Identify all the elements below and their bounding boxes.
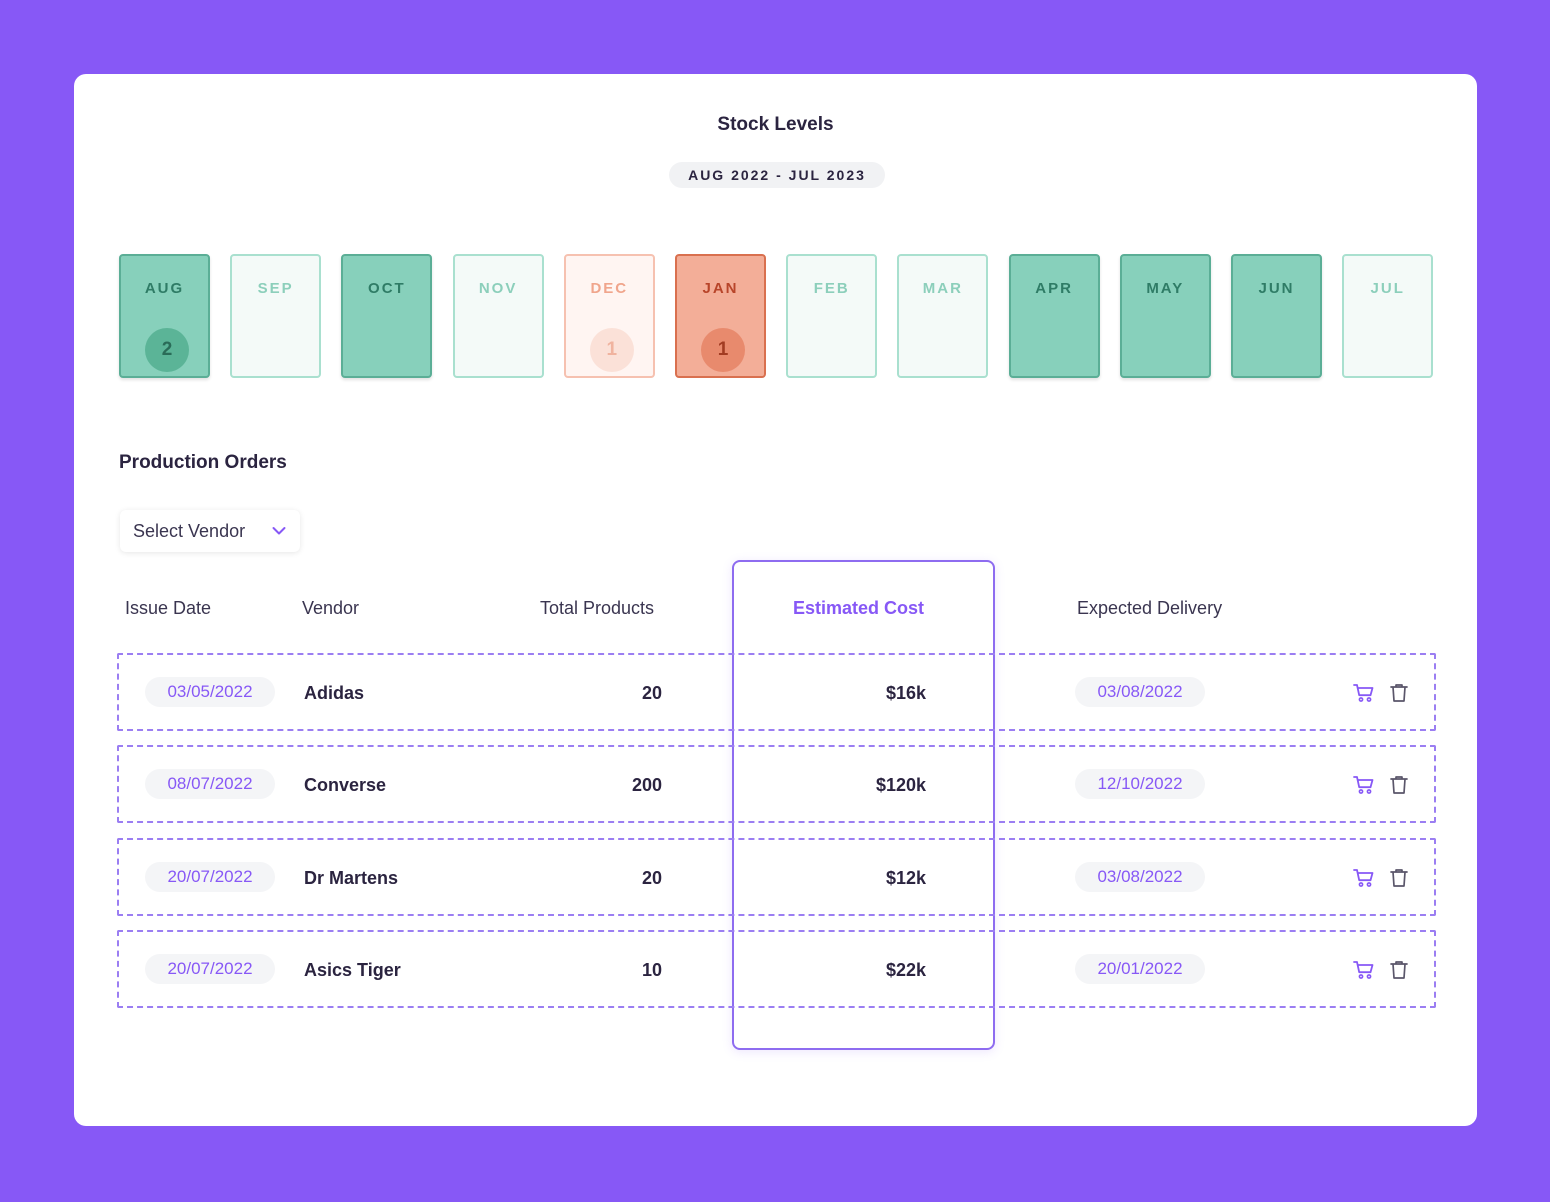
stock-card: Stock Levels AUG 2022 - JUL 2023 AUG 2 SEP… [74,74,1477,1126]
cart-icon[interactable] [1352,866,1376,890]
month-label: FEB [813,280,850,297]
trash-icon[interactable] [1387,681,1411,705]
issue-date-badge: 03/05/2022 [145,677,275,707]
month-tile-dec[interactable]: DEC 1 [563,254,655,378]
month-tile-jun[interactable]: JUN [1231,254,1322,378]
month-label: JAN [702,280,739,297]
month-count-badge: 1 [701,328,745,372]
trash-icon[interactable] [1387,958,1411,982]
month-tile-oct[interactable]: OCT [341,254,433,378]
estimated-cost-value: $120k [875,775,926,795]
month-tile-aug[interactable]: AUG 2 [119,254,210,378]
issue-date-badge: 08/07/2022 [145,769,275,799]
estimated-cost-value: $12k [885,868,926,888]
column-header-expected-delivery[interactable]: Expected Delivery [1077,598,1223,618]
estimated-cost-value: $22k [885,960,926,980]
vendor-name: Dr Martens [304,868,399,888]
vendor-name: Converse [304,775,387,795]
month-label: APR [1035,280,1073,297]
date-range-badge[interactable]: AUG 2022 - JUL 2023 [669,162,885,188]
issue-date-badge: 20/07/2022 [145,862,275,892]
total-products-value: 20 [641,868,662,888]
month-label: MAR [922,280,963,297]
cart-icon[interactable] [1352,958,1376,982]
column-header-issue-date[interactable]: Issue Date [125,598,212,618]
month-tile-nov[interactable]: NOV [452,254,544,378]
expected-delivery-badge: 03/08/2022 [1075,677,1205,707]
month-tile-mar[interactable]: MAR [897,254,989,378]
month-count-badge: 1 [589,328,634,372]
month-strip: AUG 2 SEP OCT NOV DEC 1 JAN 1 FEB MAR APR MAY JUN JUL [119,254,1439,382]
month-label: JUN [1258,280,1295,297]
month-label: JUL [1370,280,1405,297]
month-label: OCT [368,280,406,297]
total-products-value: 200 [631,775,662,795]
estimated-cost-highlight [732,560,995,1050]
month-label: SEP [257,280,294,297]
month-tile-sep[interactable]: SEP [230,254,322,378]
total-products-value: 20 [641,683,662,703]
cart-icon[interactable] [1352,681,1376,705]
table-row[interactable]: 20/07/2022 Dr Martens 20 $12k 03/08/2022 [117,838,1436,916]
vendor-name: Asics Tiger [304,960,401,980]
month-tile-jan[interactable]: JAN 1 [675,254,766,378]
month-label: DEC [590,280,629,297]
issue-date-badge: 20/07/2022 [145,954,275,984]
expected-delivery-badge: 12/10/2022 [1075,769,1205,799]
estimated-cost-value: $16k [885,683,926,703]
cart-icon[interactable] [1352,773,1376,797]
table-row[interactable]: 20/07/2022 Asics Tiger 10 $22k 20/01/2022 [117,930,1436,1008]
month-tile-may[interactable]: MAY [1119,254,1211,378]
month-count-badge: 2 [145,328,189,372]
page-title: Stock Levels [717,114,834,135]
month-label: MAY [1146,280,1185,297]
month-label: NOV [478,280,518,297]
month-label: AUG [144,280,185,297]
table-row[interactable]: 08/07/2022 Converse 200 $120k 12/10/2022 [117,745,1436,823]
column-header-vendor[interactable]: Vendor [302,598,360,618]
expected-delivery-badge: 03/08/2022 [1075,862,1205,892]
expected-delivery-badge: 20/01/2022 [1075,954,1205,984]
vendor-select-label: Select Vendor [133,521,246,541]
section-title: Production Orders [119,452,287,473]
trash-icon[interactable] [1387,773,1411,797]
month-tile-jul[interactable]: JUL [1342,254,1434,378]
month-tile-feb[interactable]: FEB [786,254,878,378]
vendor-select[interactable]: Select Vendor [120,510,300,552]
column-header-total-products[interactable]: Total Products [540,598,655,618]
chevron-down-icon [272,527,286,535]
vendor-name: Adidas [304,683,365,703]
total-products-value: 10 [641,960,662,980]
column-header-estimated-cost[interactable]: Estimated Cost [793,598,925,618]
table-row[interactable]: 03/05/2022 Adidas 20 $16k 03/08/2022 [117,653,1436,731]
month-tile-apr[interactable]: APR [1008,254,1100,378]
trash-icon[interactable] [1387,866,1411,890]
